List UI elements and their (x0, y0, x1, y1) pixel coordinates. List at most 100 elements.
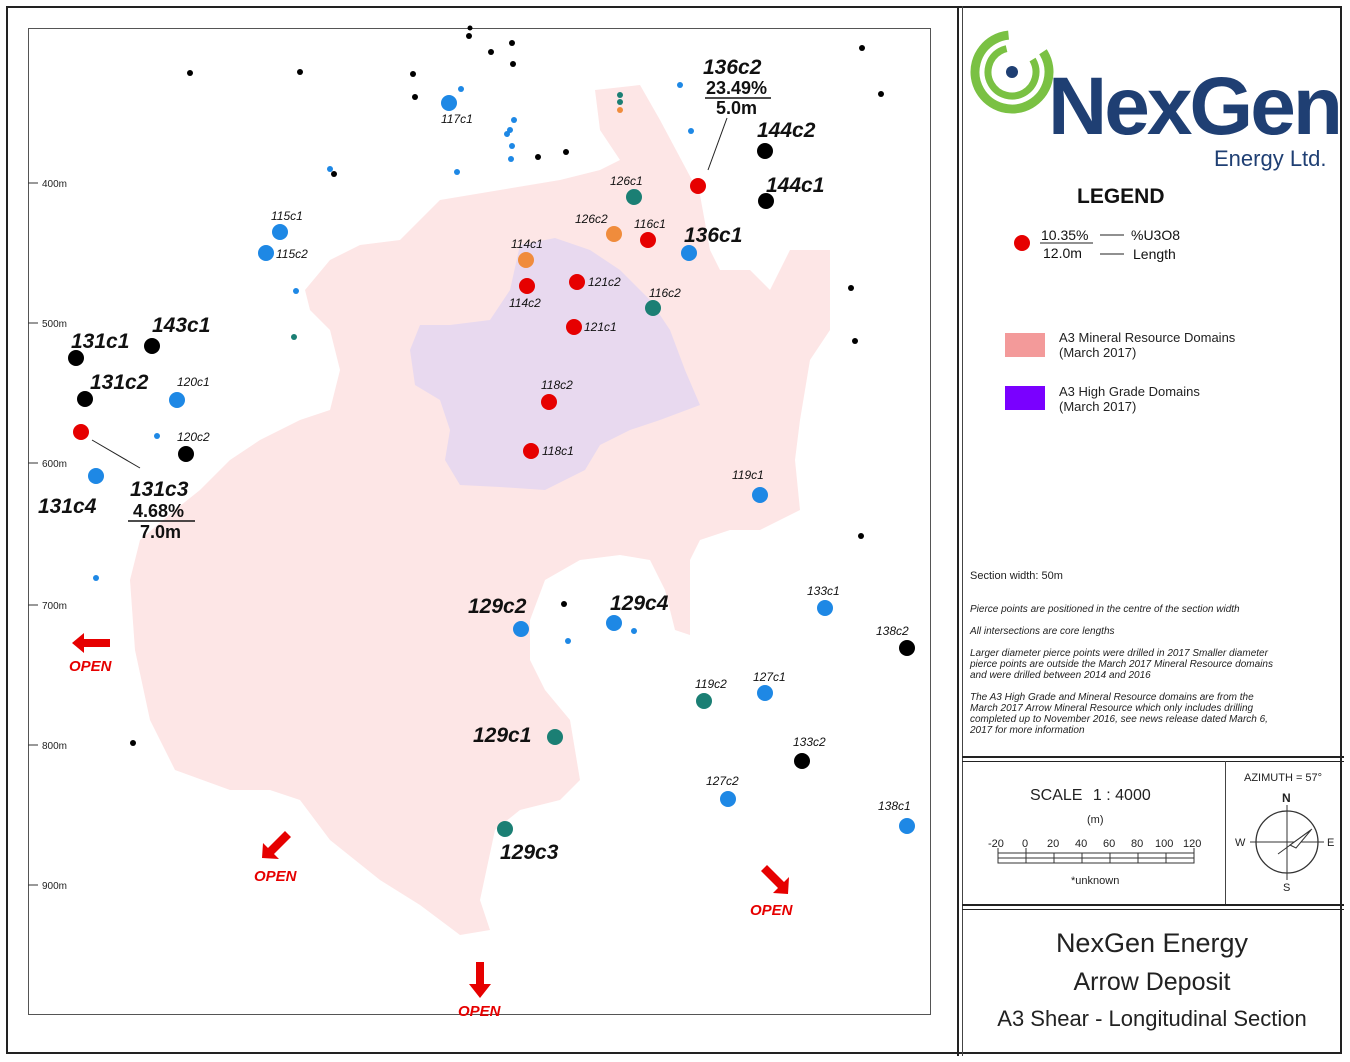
legend-swatch-high-grade (1005, 386, 1045, 410)
hole-label-114c1: 114c1 (511, 237, 543, 251)
scale-tick-40: 40 (1075, 838, 1088, 850)
hole-label-116c2: 116c2 (649, 286, 681, 300)
intersection-length-131c3: 7.0m (140, 522, 181, 542)
scale-tick-100: 100 (1155, 838, 1174, 850)
hole-label-119c1: 119c1 (732, 468, 764, 482)
scale-compass-divider (1225, 761, 1226, 904)
scale-unit: (m) (1087, 814, 1104, 826)
intersection-length-136c2: 5.0m (716, 98, 757, 118)
drill-hole-119c1 (752, 487, 768, 503)
intersection-grade-131c3: 4.68% (133, 501, 184, 521)
drill-hole-144c2 (757, 143, 773, 159)
legend-resource-name: A3 Mineral Resource Domains (1059, 330, 1236, 345)
drill-hole-129c3 (497, 821, 513, 837)
open-label-south: OPEN (458, 1003, 502, 1020)
drill-hole-116c2 (645, 300, 661, 316)
drill-hole-127c1 (757, 685, 773, 701)
hole-label-133c1: 133c1 (807, 584, 840, 598)
scale-tick-80: 80 (1131, 838, 1144, 850)
drill-hole-129c2 (513, 621, 529, 637)
drawing-frame (6, 6, 1342, 1054)
legend-swatch-resource (1005, 333, 1045, 357)
drill-hole-126c2 (606, 226, 622, 242)
drill-hole-133c1 (817, 600, 833, 616)
hole-label-136c2: 136c2 (703, 56, 762, 79)
depth-tick-500: 500m (42, 319, 67, 330)
legend-high-grade-date: (March 2017) (1059, 399, 1137, 414)
small-pierce-points (93, 25, 884, 746)
depth-tick-900: 900m (42, 881, 67, 892)
intersection-136c2: 23.49% 5.0m (705, 78, 771, 171)
nexgen-logo-mark (970, 30, 1054, 114)
title-project: Arrow Deposit (1073, 968, 1231, 996)
drill-hole-121c1 (566, 319, 582, 335)
hole-label-114c2: 114c2 (509, 296, 541, 310)
depth-tick-600: 600m (42, 459, 67, 470)
hole-label-131c3: 131c3 (130, 478, 189, 501)
open-arrow-west: OPEN (69, 633, 113, 675)
mineral-resource-domain (130, 85, 830, 935)
legend-example-grade: 10.35% (1041, 227, 1089, 243)
hole-label-119c2: 119c2 (695, 677, 727, 691)
drill-hole-131c1 (68, 350, 84, 366)
compass-s: S (1283, 882, 1291, 894)
compass-n: N (1282, 791, 1291, 805)
note-core-lengths: All intersections are core lengths (970, 626, 1115, 637)
depth-tick-700: 700m (42, 601, 67, 612)
intersection-131c3: 4.68% 7.0m (91, 439, 195, 542)
legend-symbol-red (1014, 235, 1030, 251)
hole-label-117c1: 117c1 (441, 112, 473, 126)
hole-label-115c1: 115c1 (271, 209, 303, 223)
drill-hole-labels: 136c2 144c2 144c1 126c1 126c2 116c1 136c… (38, 56, 911, 864)
drill-hole-129c1 (547, 729, 563, 745)
drill-hole-121c2 (569, 274, 585, 290)
hole-label-116c1: 116c1 (634, 217, 666, 231)
scale-footnote: *unknown (1071, 875, 1120, 887)
hole-label-120c1: 120c1 (177, 375, 210, 389)
drill-hole-143c1 (144, 338, 160, 354)
drill-hole-138c1 (899, 818, 915, 834)
drill-hole-136c2 (690, 178, 706, 194)
drill-hole-144c1 (758, 193, 774, 209)
hole-label-144c2: 144c2 (757, 119, 816, 142)
open-arrow-southwest: OPEN (254, 831, 298, 885)
scale-tick-60: 60 (1103, 838, 1116, 850)
note-pierce-points: Pierce points are positioned in the cent… (970, 604, 1240, 615)
hole-label-127c1: 127c1 (753, 670, 786, 684)
scale-tick-20: 20 (1047, 838, 1060, 850)
hole-label-131c4: 131c4 (38, 495, 97, 518)
drill-hole-131c4 (88, 468, 104, 484)
logo-name-text: NexGen (1048, 61, 1343, 152)
depth-tick-400: 400m (42, 179, 67, 190)
hole-label-138c2: 138c2 (876, 624, 909, 638)
drill-hole-118c2 (541, 394, 557, 410)
hole-label-115c2: 115c2 (276, 247, 308, 261)
section-map-panel (28, 28, 931, 1015)
legend-title: LEGEND (1077, 185, 1165, 208)
drill-hole-117c1 (441, 95, 457, 111)
hole-label-129c4: 129c4 (610, 592, 669, 615)
open-label-west: OPEN (69, 658, 113, 675)
divider-title (962, 904, 1344, 906)
drill-hole-118c1 (523, 443, 539, 459)
title-company: NexGen Energy (1055, 928, 1249, 958)
drill-hole-129c4 (606, 615, 622, 631)
divider-scale-inner (962, 761, 1344, 762)
depth-tick-800: 800m (42, 741, 67, 752)
compass-e: E (1327, 837, 1335, 849)
depth-axis: 400m 500m 600m 700m 800m 900m (28, 179, 67, 892)
drill-hole-133c2 (794, 753, 810, 769)
drill-hole-points (68, 95, 915, 837)
drill-hole-114c2 (519, 278, 535, 294)
drill-hole-114c1 (518, 252, 534, 268)
legend-resource-date: (March 2017) (1059, 345, 1137, 360)
compass-rose (1250, 805, 1324, 880)
hole-label-127c2: 127c2 (706, 774, 739, 788)
legend-high-grade-name: A3 High Grade Domains (1059, 384, 1200, 399)
hole-label-126c2: 126c2 (575, 212, 608, 226)
logo-subtitle: Energy Ltd. (1214, 146, 1327, 171)
hole-label-136c1: 136c1 (684, 224, 742, 247)
hole-label-131c1: 131c1 (71, 330, 129, 353)
scale-tick-120: 120 (1183, 838, 1202, 850)
